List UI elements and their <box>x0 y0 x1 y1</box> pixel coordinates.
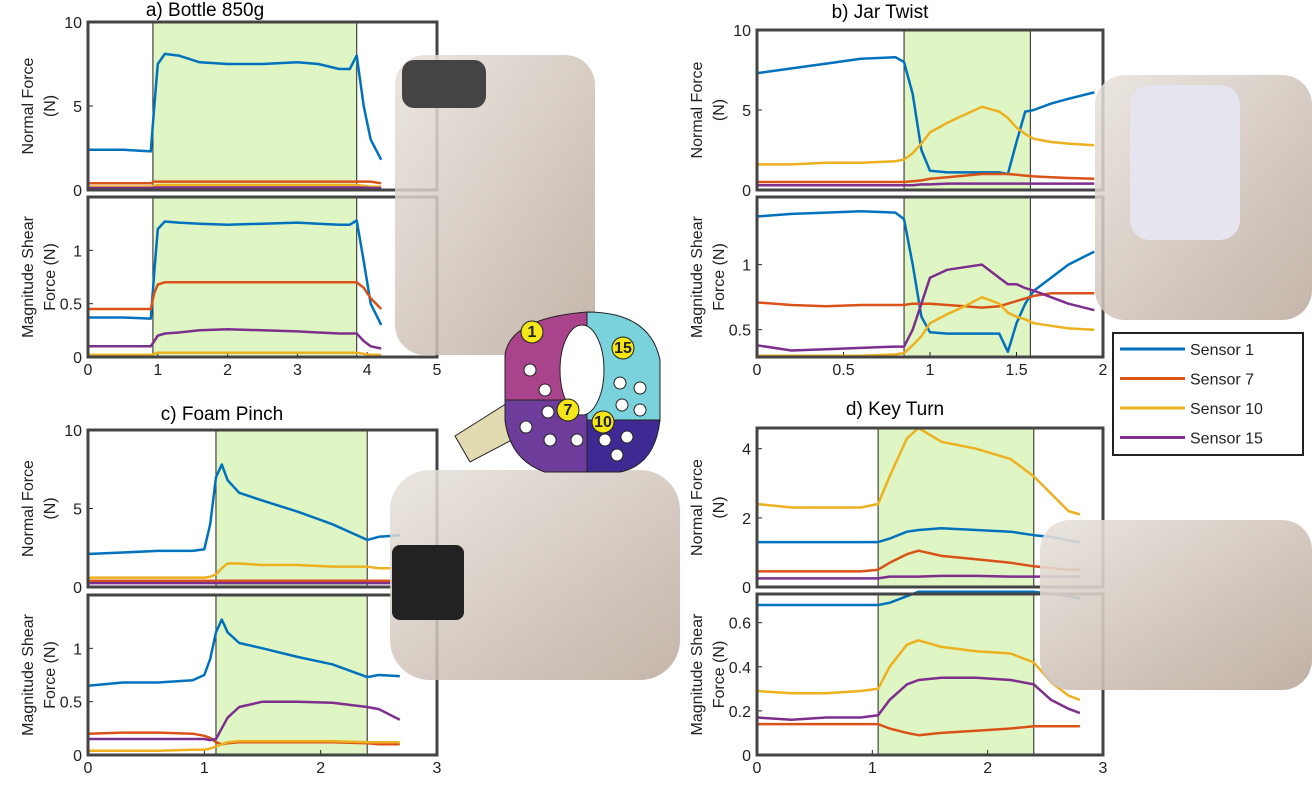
sensor-dot <box>634 404 646 416</box>
x-tick-label: 1 <box>200 760 209 777</box>
y-tick-label: 10 <box>733 23 751 40</box>
y-axis-label: Normal Force <box>20 460 37 557</box>
sensor-dot <box>539 384 551 396</box>
x-tick-label: 1 <box>926 362 935 379</box>
y-axis-label: Magnitude Shear <box>689 215 706 338</box>
y-tick-label: 1 <box>73 641 82 658</box>
x-tick-label: 4 <box>363 362 372 379</box>
y-axis-label: Normal Force <box>20 57 37 154</box>
sensor-dot <box>621 431 633 443</box>
legend: Sensor 1 Sensor 7 Sensor 10 Sensor 15 <box>1113 333 1303 455</box>
legend-label: Sensor 1 <box>1190 342 1254 359</box>
y-axis-label: (N) <box>42 497 59 519</box>
x-tick-label: 5 <box>433 362 442 379</box>
badge-label: 10 <box>594 414 612 431</box>
y-axis-label: Normal Force <box>689 459 706 556</box>
y-tick-label: 0.6 <box>729 616 751 633</box>
x-tick-label: 0.5 <box>832 362 854 379</box>
y-tick-label: 0.5 <box>60 297 82 314</box>
sensor-dot <box>634 382 646 394</box>
badge-label: 15 <box>614 340 632 357</box>
y-axis-label: Normal Force <box>689 61 706 158</box>
y-axis-label: (N) <box>42 95 59 117</box>
highlight-region <box>216 595 367 755</box>
y-axis-label: Magnitude Shear <box>20 613 37 736</box>
x-tick-label: 2 <box>1099 362 1108 379</box>
x-tick-label: 1.5 <box>1005 362 1027 379</box>
chart-title: b) Jar Twist <box>832 2 930 23</box>
sensor-dot <box>614 377 626 389</box>
sensor-dot <box>616 399 628 411</box>
badge-label: 1 <box>528 324 537 341</box>
jar <box>1130 85 1240 240</box>
legend-label: Sensor 15 <box>1190 431 1263 448</box>
y-tick-label: 0.4 <box>729 660 751 677</box>
sensor-dot <box>571 434 583 446</box>
y-axis-label: (N) <box>711 496 728 518</box>
chart-title: a) Bottle 850g <box>146 0 264 21</box>
y-tick-label: 0 <box>73 748 82 765</box>
y-tick-label: 4 <box>742 442 751 459</box>
y-axis-label: Magnitude Shear <box>689 613 706 736</box>
y-tick-label: 0 <box>73 350 82 367</box>
chart-title: c) Foam Pinch <box>161 404 283 425</box>
y-tick-label: 10 <box>64 15 82 32</box>
series-line <box>88 188 381 189</box>
y-tick-label: 0 <box>73 580 82 597</box>
x-tick-label: 0 <box>753 760 762 777</box>
sensor-dot <box>599 434 611 446</box>
bottle-cap <box>402 60 486 108</box>
y-axis-label: Force (N) <box>42 243 59 311</box>
y-tick-label: 0.5 <box>729 323 751 340</box>
y-tick-label: 0.5 <box>60 695 82 712</box>
x-tick-label: 3 <box>1099 760 1108 777</box>
x-tick-label: 2 <box>983 760 992 777</box>
y-tick-label: 5 <box>73 99 82 116</box>
legend-label: Sensor 7 <box>1190 372 1254 389</box>
y-tick-label: 10 <box>64 423 82 440</box>
x-tick-label: 0 <box>753 362 762 379</box>
photo-key <box>1040 520 1312 690</box>
legend-label: Sensor 10 <box>1190 401 1263 418</box>
sensor-dot <box>542 406 554 418</box>
figure: 0510Normal Force(N)a) Bottle 850g00.5101… <box>0 0 1312 781</box>
x-tick-label: 3 <box>433 760 442 777</box>
sensor-dot <box>611 449 623 461</box>
y-tick-label: 0 <box>742 748 751 765</box>
y-axis-label: Force (N) <box>711 641 728 709</box>
x-tick-label: 1 <box>868 760 877 777</box>
y-axis-label: (N) <box>711 99 728 121</box>
y-tick-label: 1 <box>742 258 751 275</box>
highlight-region <box>904 30 1030 190</box>
foam <box>392 545 464 620</box>
sensor-dot <box>544 434 556 446</box>
x-tick-label: 3 <box>293 362 302 379</box>
y-tick-label: 0.2 <box>729 704 751 721</box>
series-line <box>757 184 1094 186</box>
chart-title: d) Key Turn <box>846 399 944 420</box>
y-tick-label: 5 <box>742 103 751 120</box>
y-tick-label: 1 <box>73 243 82 260</box>
y-axis-label: Force (N) <box>42 641 59 709</box>
y-tick-label: 0 <box>73 183 82 200</box>
y-tick-label: 0 <box>742 183 751 200</box>
y-axis-label: Force (N) <box>711 243 728 311</box>
x-tick-label: 2 <box>223 362 232 379</box>
sensor-dot <box>520 421 532 433</box>
x-tick-label: 2 <box>316 760 325 777</box>
sensor-dot <box>524 364 536 376</box>
y-axis-label: Magnitude Shear <box>20 215 37 338</box>
x-tick-label: 0 <box>84 760 93 777</box>
highlight-region <box>153 22 357 190</box>
x-tick-label: 0 <box>84 362 93 379</box>
y-tick-label: 0 <box>742 580 751 597</box>
x-tick-label: 1 <box>153 362 162 379</box>
y-tick-label: 5 <box>73 502 82 519</box>
badge-label: 7 <box>564 402 573 419</box>
y-tick-label: 2 <box>742 511 751 528</box>
